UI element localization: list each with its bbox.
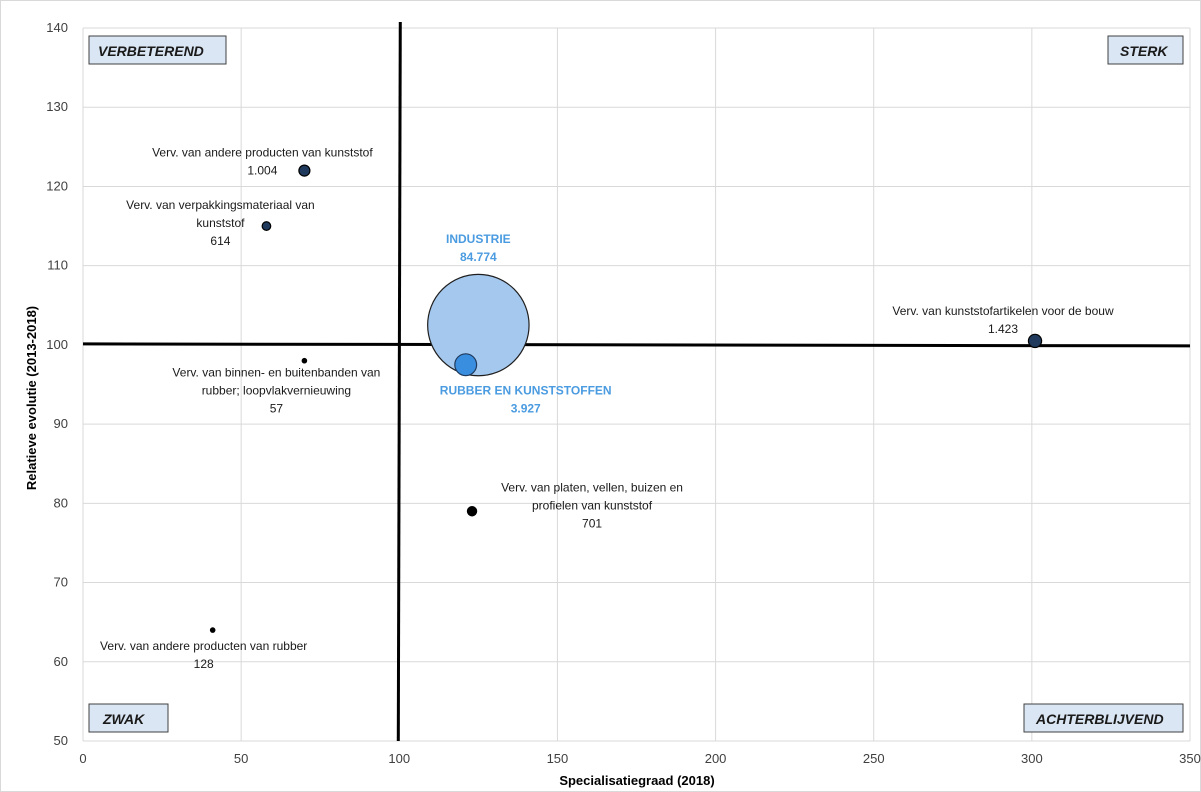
bubble-label-line: Verv. van verpakkingsmateriaal van <box>126 198 315 212</box>
y-tick-label-0: 50 <box>54 733 68 748</box>
y-axis-title: Relatieve evolutie (2013-2018) <box>24 306 39 490</box>
bubble-label-line: INDUSTRIE <box>446 232 511 246</box>
horizontal-reference-line <box>82 342 1191 348</box>
bubble-label-line: 614 <box>210 234 230 248</box>
bubble-label-line: Verv. van kunststofartikelen voor de bou… <box>892 304 1114 318</box>
y-tick-label-4: 90 <box>54 416 68 431</box>
quadrant-bottom-right: ACHTERBLIJVEND <box>1023 703 1184 733</box>
y-tick-label-6: 110 <box>47 258 68 273</box>
x-tick-label-2: 100 <box>388 751 410 766</box>
quadrant-label-sterk: STERK <box>1120 43 1168 59</box>
bubble-3 <box>261 221 272 231</box>
x-tick-label-7: 350 <box>1179 751 1201 766</box>
bubble-4 <box>301 357 308 364</box>
x-tick-label-4: 200 <box>705 751 727 766</box>
x-tick-label-0: 0 <box>79 751 86 766</box>
quadrant-label-verbeterend: VERBETEREND <box>98 43 204 59</box>
y-tick-label-1: 60 <box>54 654 68 669</box>
bubble-0 <box>427 273 530 377</box>
bubble-7 <box>209 627 216 633</box>
bubble-label-line: Verv. van platen, vellen, buizen en <box>501 480 683 494</box>
bubble-label-line: profielen van kunststof <box>532 498 653 512</box>
reference-lines <box>82 21 1191 742</box>
bubble-label-0: INDUSTRIE 84.774 <box>446 232 511 264</box>
quadrant-box <box>88 703 169 733</box>
bubble-label-line: 128 <box>194 657 214 671</box>
x-tick-label-3: 150 <box>547 751 569 766</box>
bubble-label-line: 1.004 <box>247 164 277 178</box>
x-axis-title: Specialisatiegraad (2018) <box>559 773 714 788</box>
bubble-label-4: Verv. van binnen- en buitenbanden van rub… <box>172 366 380 416</box>
x-tick-label-1: 50 <box>234 751 248 766</box>
bubble-label-line: 57 <box>270 402 284 416</box>
bubble-label-7: Verv. van andere producten van rubber 128 <box>100 639 307 671</box>
quadrant-box <box>1107 35 1184 65</box>
bubble-label-5: Verv. van platen, vellen, buizen en profi… <box>501 480 683 530</box>
y-tick-label-2: 70 <box>54 575 68 590</box>
quadrant-box <box>88 35 227 65</box>
bubble-1 <box>454 353 478 377</box>
bubble-label-line: Verv. van andere producten van kunststof <box>152 146 373 160</box>
bubble-label-line: 84.774 <box>460 250 497 264</box>
bubble-label-line: 3.927 <box>511 402 541 416</box>
y-tick-label-5: 100 <box>46 337 68 352</box>
y-tick-labels: 50 60 70 80 90 100 110 120 130 140 <box>46 20 68 748</box>
y-tick-label-8: 130 <box>46 99 68 114</box>
bubble-label-3: Verv. van verpakkingsmateriaal van kunsts… <box>126 198 315 248</box>
quadrant-label-achterblijvend: ACHTERBLIJVEND <box>1035 711 1164 727</box>
bubble-label-line: rubber; loopvlakvernieuwing <box>202 384 351 398</box>
quadrant-top-right: STERK <box>1107 35 1184 65</box>
bubble-label-line: kunststof <box>196 216 245 230</box>
bubble-label-line: 701 <box>582 516 602 530</box>
y-tick-label-7: 120 <box>46 178 68 193</box>
bubble-labels: INDUSTRIE 84.774 RUBBER EN KUNSTSTOFFEN 3.9… <box>100 146 1114 671</box>
bubbles <box>209 164 1043 633</box>
bubble-label-6: Verv. van kunststofartikelen voor de bou… <box>892 304 1114 336</box>
bubble-label-line: Verv. van andere producten van rubber <box>100 639 307 653</box>
bubble-label-2: Verv. van andere producten van kunststof… <box>152 146 373 178</box>
quadrant-box <box>1023 703 1184 733</box>
y-tick-label-9: 140 <box>46 20 68 35</box>
x-tick-label-5: 250 <box>863 751 885 766</box>
bubble-label-line: 1.423 <box>988 322 1018 336</box>
bubble-6 <box>1027 333 1043 349</box>
bubble-label-1: RUBBER EN KUNSTSTOFFEN 3.927 <box>440 384 612 416</box>
x-tick-label-6: 300 <box>1021 751 1043 766</box>
x-tick-labels: 0 50 100 150 200 250 300 350 <box>79 751 1200 766</box>
bubble-5 <box>466 506 478 517</box>
quadrant-label-zwak: ZWAK <box>102 711 145 727</box>
bubble-label-line: RUBBER EN KUNSTSTOFFEN <box>440 384 612 398</box>
y-tick-label-3: 80 <box>54 495 68 510</box>
bubble-label-line: Verv. van binnen- en buitenbanden van <box>172 366 380 380</box>
quadrant-top-left: VERBETEREND <box>88 35 227 65</box>
quadrant-bottom-left: ZWAK <box>88 703 169 733</box>
bubble-2 <box>298 164 311 177</box>
vertical-reference-line <box>396 21 402 742</box>
